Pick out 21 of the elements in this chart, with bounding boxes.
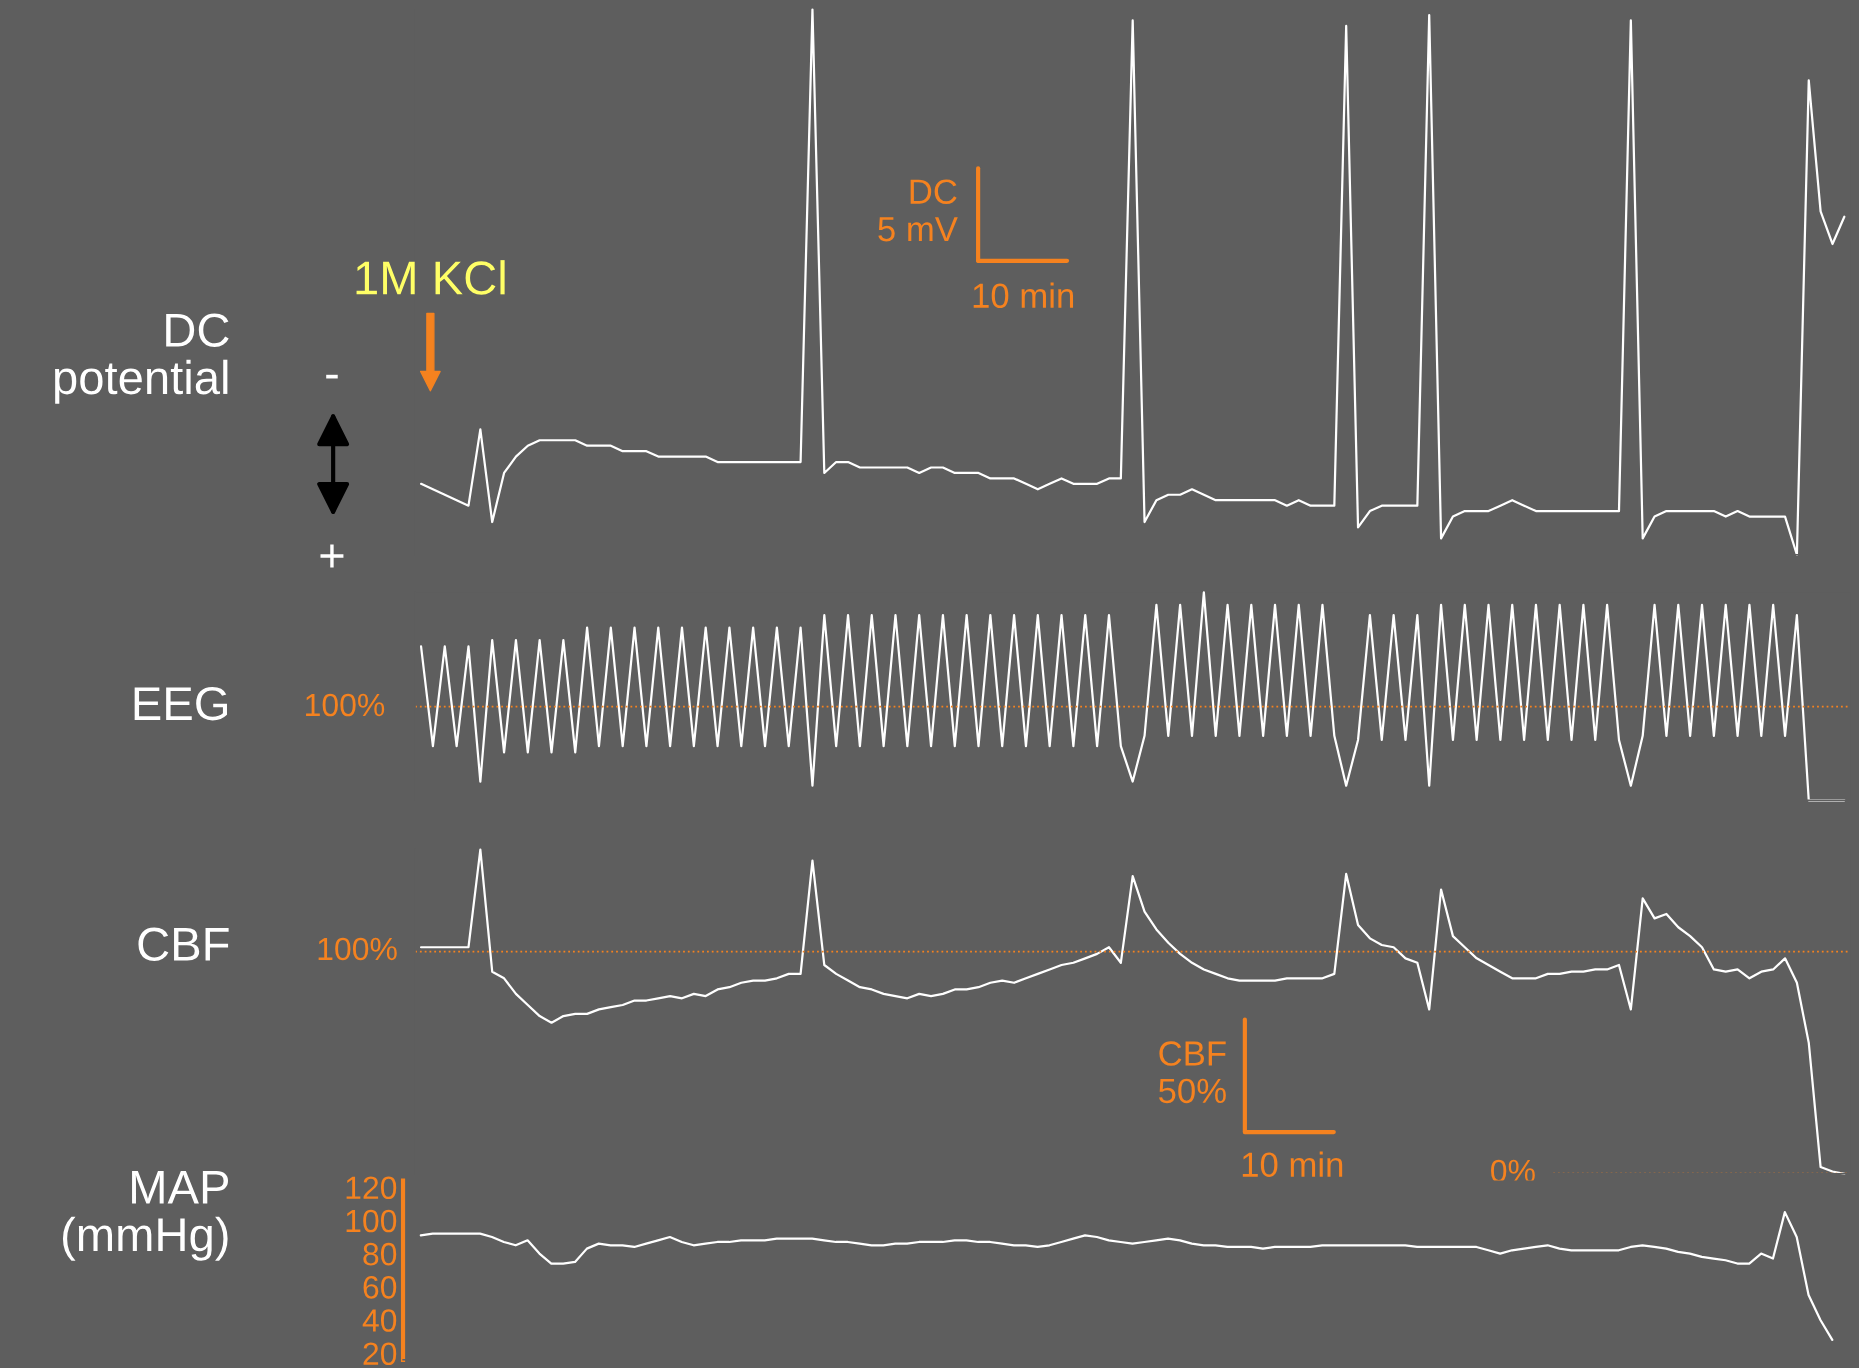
- y-axis-title: CBF: [138, 927, 229, 962]
- y-tick-label: 40: [362, 1309, 397, 1332]
- annotation: 10 min: [1242, 1151, 1343, 1177]
- y-tick-label: 80: [363, 1242, 397, 1266]
- text: -: [326, 374, 338, 379]
- y-tick-label: 60: [363, 1276, 397, 1299]
- y-axis-title: MAP (mmHg): [62, 1171, 229, 1261]
- ref-line-label: 100%: [318, 937, 397, 961]
- y-tick-label: 20: [363, 1342, 397, 1366]
- annotation: 10 min: [973, 282, 1074, 309]
- annotation: 1M KCl: [356, 260, 505, 295]
- y-axis-title: EEG: [134, 686, 227, 721]
- text: +: [320, 544, 344, 568]
- line-series: [419, 1211, 1834, 1341]
- annotation: DC 5 mV: [878, 179, 958, 242]
- ref-line-label: 0%: [1491, 1159, 1535, 1183]
- y-tick-label: 120: [346, 1176, 397, 1200]
- y-tick-label: 100: [346, 1209, 397, 1233]
- text: 100%: [306, 693, 385, 717]
- annotation: CBF 50%: [1158, 1041, 1226, 1104]
- y-axis-title: DC potential: [55, 313, 229, 404]
